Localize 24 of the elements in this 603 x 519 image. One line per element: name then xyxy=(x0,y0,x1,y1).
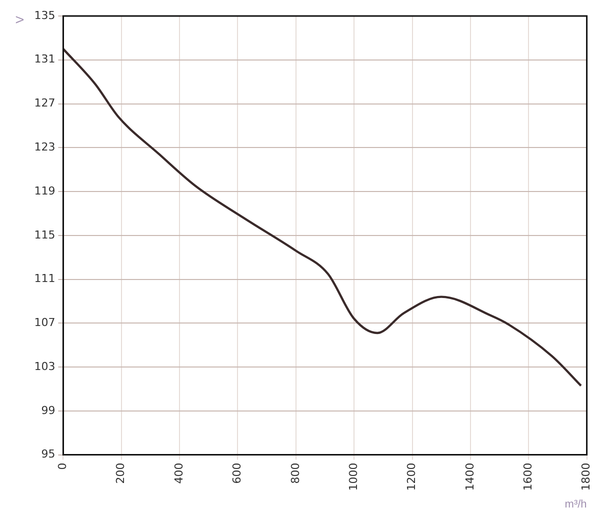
y-tick-label: 111 xyxy=(34,272,56,286)
y-tick-label: 115 xyxy=(34,228,56,242)
x-tick-label: 1200 xyxy=(405,462,418,491)
x-tick-label: 600 xyxy=(230,462,244,484)
x-tick-label: 1600 xyxy=(521,462,534,491)
x-tick-label: 0 xyxy=(56,462,70,470)
y-tick-label: 123 xyxy=(34,140,56,154)
y-tick-label: 107 xyxy=(34,316,56,330)
y-tick-label: 131 xyxy=(34,52,56,66)
y-tick-label: 95 xyxy=(41,448,56,461)
y-tick-label: 135 xyxy=(34,8,56,22)
x-tick-label: 800 xyxy=(288,462,302,484)
y-tick-label: 99 xyxy=(41,404,56,417)
x-tick-label: 1400 xyxy=(463,462,476,491)
x-tick-label: 1800 xyxy=(580,462,593,491)
x-tick-label: 400 xyxy=(172,462,186,484)
line-series xyxy=(63,48,582,387)
y-tick-label: 103 xyxy=(34,360,56,373)
x-axis-title: m³/h xyxy=(564,498,587,510)
x-tick-label: 1000 xyxy=(346,462,360,491)
y-axis-title: V xyxy=(14,15,27,24)
y-tick-label: 119 xyxy=(34,184,56,198)
x-tick-label: 200 xyxy=(114,462,128,484)
y-tick-label: 127 xyxy=(34,96,56,110)
